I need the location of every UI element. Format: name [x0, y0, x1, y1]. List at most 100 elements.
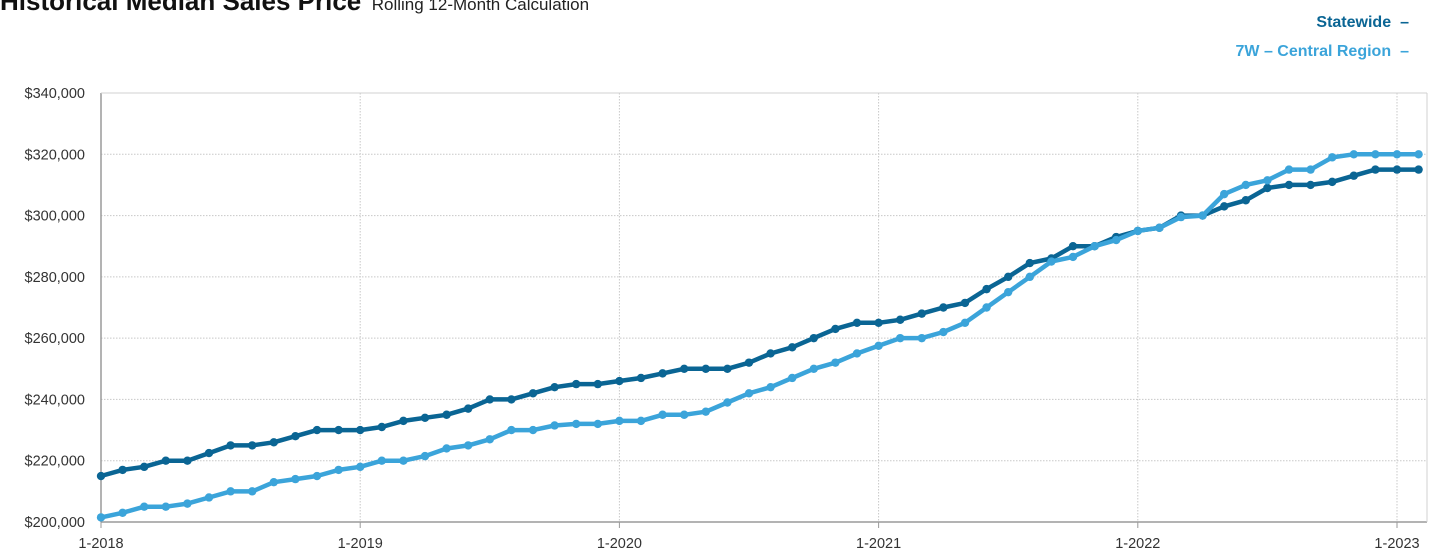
data-point-7w-central-region	[1176, 212, 1186, 222]
data-point-statewide	[420, 413, 430, 423]
data-point-statewide	[1263, 183, 1272, 193]
data-point-7w-central-region	[831, 358, 840, 367]
chart-title-row: Historical Median Sales Price Rolling 12…	[0, 0, 589, 17]
data-point-7w-central-region	[1198, 211, 1207, 220]
data-point-statewide	[507, 395, 516, 404]
data-point-statewide	[1220, 202, 1229, 211]
data-point-7w-central-region	[507, 425, 516, 435]
data-point-7w-central-region	[1047, 257, 1056, 266]
data-point-statewide	[226, 441, 235, 450]
data-point-7w-central-region	[744, 389, 754, 398]
data-point-7w-central-region	[291, 474, 300, 484]
y-tick-label: $240,000	[25, 392, 85, 408]
data-point-7w-central-region	[852, 349, 862, 358]
data-point-7w-central-region	[485, 435, 494, 444]
data-point-7w-central-region	[399, 456, 408, 465]
data-point-7w-central-region	[1284, 165, 1294, 174]
data-point-statewide	[140, 462, 149, 472]
legend-item-statewide: Statewide –	[1236, 8, 1409, 37]
data-point-statewide	[831, 324, 840, 334]
data-point-7w-central-region	[1155, 223, 1164, 233]
y-tick-label: $320,000	[25, 147, 85, 163]
data-point-7w-central-region	[917, 333, 926, 343]
data-point-statewide	[550, 382, 559, 392]
data-point-7w-central-region	[701, 407, 710, 416]
data-point-statewide	[788, 343, 797, 352]
data-point-7w-central-region	[788, 373, 797, 383]
x-tick-label: 1-2021	[856, 536, 901, 552]
data-point-7w-central-region	[1328, 153, 1337, 162]
data-point-statewide	[528, 389, 538, 398]
data-point-statewide	[917, 309, 926, 318]
data-point-7w-central-region	[1306, 165, 1315, 174]
x-tick-label: 1-2018	[78, 536, 123, 552]
data-point-7w-central-region	[572, 419, 581, 429]
data-point-7w-central-region	[269, 477, 278, 487]
data-point-7w-central-region	[1068, 252, 1078, 262]
y-tick-label: $200,000	[25, 515, 85, 531]
data-point-7w-central-region	[809, 364, 818, 373]
data-point-statewide	[1306, 180, 1315, 190]
chart-subtitle: Rolling 12-Month Calculation	[371, 0, 590, 14]
data-point-statewide	[442, 410, 451, 419]
data-point-statewide	[874, 318, 883, 328]
data-point-7w-central-region	[723, 398, 732, 407]
data-point-7w-central-region	[550, 421, 559, 430]
data-point-statewide	[356, 425, 365, 435]
data-point-7w-central-region	[615, 416, 624, 426]
x-tick-label: 1-2020	[597, 536, 642, 552]
data-point-statewide	[248, 441, 257, 450]
data-point-7w-central-region	[161, 502, 170, 511]
data-point-7w-central-region	[183, 499, 192, 508]
data-point-statewide	[1241, 196, 1251, 205]
x-tick-label: 1-2019	[338, 536, 383, 552]
data-point-statewide	[1349, 171, 1359, 180]
data-point-statewide	[485, 395, 494, 404]
x-tick-label: 1-2022	[1115, 536, 1160, 552]
data-point-7w-central-region	[982, 303, 991, 312]
data-point-7w-central-region	[464, 441, 473, 450]
data-point-7w-central-region	[680, 410, 689, 419]
data-point-statewide	[658, 369, 667, 378]
data-point-7w-central-region	[896, 333, 905, 343]
data-point-statewide	[204, 448, 214, 458]
legend-swatch-statewide: –	[1400, 14, 1409, 31]
data-point-7w-central-region	[204, 493, 214, 502]
data-point-statewide	[312, 425, 322, 435]
legend: Statewide – 7W – Central Region –	[1236, 8, 1409, 66]
data-point-7w-central-region	[1371, 150, 1380, 159]
data-point-statewide	[615, 376, 624, 386]
chart-title: Historical Median Sales Price	[0, 0, 362, 16]
data-point-statewide	[1371, 165, 1380, 174]
data-point-statewide	[572, 379, 581, 389]
data-point-7w-central-region	[1004, 287, 1013, 297]
data-point-7w-central-region	[658, 410, 667, 419]
data-point-statewide	[852, 318, 862, 328]
data-point-statewide	[593, 379, 602, 389]
data-point-7w-central-region	[939, 327, 948, 337]
y-tick-label: $220,000	[25, 454, 85, 470]
data-point-statewide	[960, 298, 970, 308]
data-point-7w-central-region	[1133, 226, 1143, 236]
data-point-7w-central-region	[377, 456, 386, 465]
data-point-7w-central-region	[960, 318, 970, 328]
data-point-statewide	[334, 425, 343, 435]
data-point-7w-central-region	[356, 462, 365, 472]
data-point-7w-central-region	[1414, 150, 1423, 159]
data-point-7w-central-region	[766, 382, 775, 392]
data-point-7w-central-region	[420, 451, 430, 461]
data-point-7w-central-region	[636, 416, 646, 426]
data-point-7w-central-region	[1241, 180, 1251, 190]
data-point-statewide	[1392, 165, 1402, 174]
data-point-7w-central-region	[874, 341, 883, 351]
data-point-statewide	[982, 284, 991, 294]
data-point-7w-central-region	[528, 425, 538, 435]
y-tick-label: $260,000	[25, 331, 85, 347]
data-point-7w-central-region	[334, 465, 343, 475]
legend-item-central-region: 7W – Central Region –	[1236, 37, 1409, 66]
data-point-statewide	[896, 315, 905, 324]
data-point-7w-central-region	[1263, 176, 1272, 185]
data-point-statewide	[744, 358, 754, 367]
data-point-7w-central-region	[312, 471, 322, 481]
